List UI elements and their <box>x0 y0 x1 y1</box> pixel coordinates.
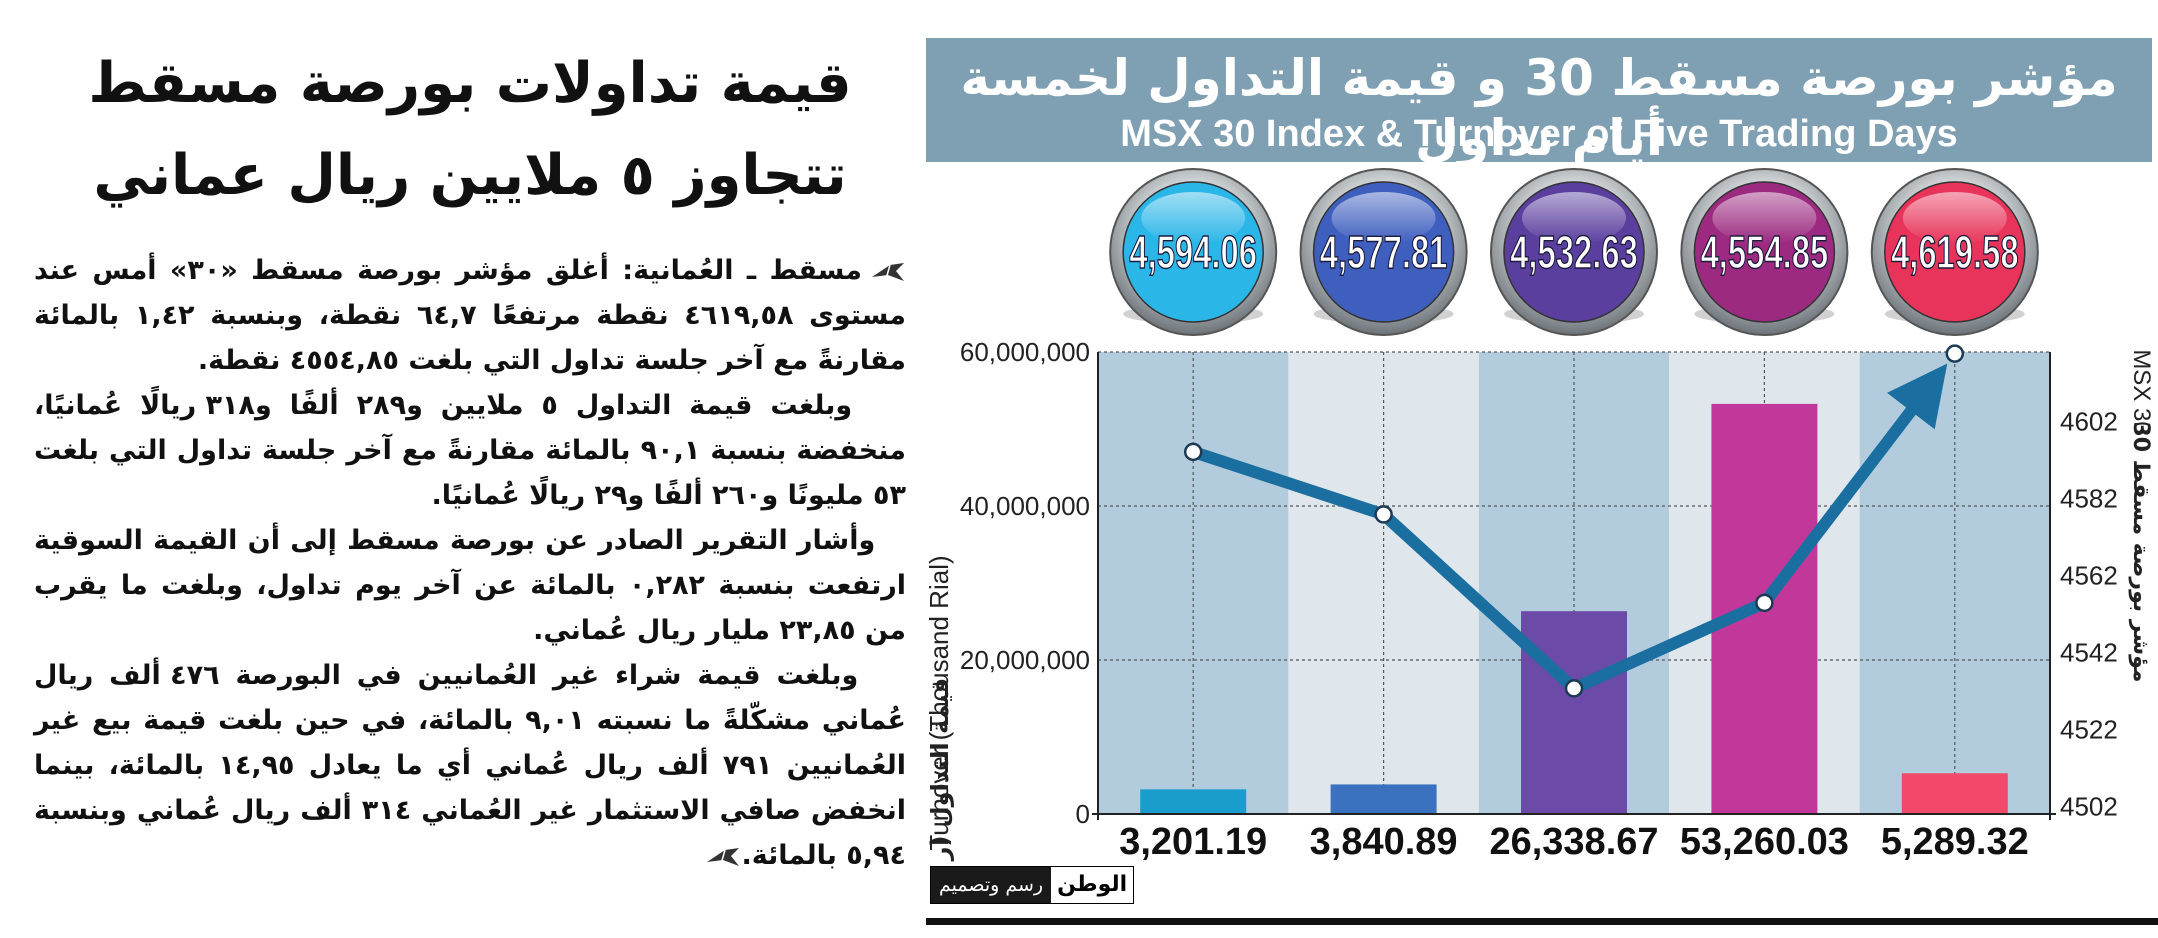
index-value-label: 4,619.58 <box>1891 228 2019 279</box>
y-axis-title-ar: قيمة التداول (ريال) <box>926 678 954 862</box>
index-point <box>1183 442 1203 462</box>
y-tick-label: 40,000,000 <box>960 491 1090 521</box>
turnover-bar <box>1901 773 2008 814</box>
paragraph-text: وبلغت قيمة التداول ٥ ملايين و٢٨٩ ألفًا و… <box>34 390 906 511</box>
y2-tick-label: 4582 <box>2060 483 2118 513</box>
turnover-value-label: 3,840.89 <box>1310 821 1458 862</box>
index-line <box>1187 445 1771 695</box>
turnover-value-label: 5,289.32 <box>1881 821 2029 862</box>
badge-shine <box>1141 192 1246 244</box>
index-point <box>1945 344 1965 363</box>
index-value-label: 4,554.85 <box>1701 228 1829 279</box>
chart: 4,594.06 4,577.81 4,532.63 4,554.85 4,619.58… <box>926 168 2155 862</box>
y-tick-label: 60,000,000 <box>960 337 1090 367</box>
index-point <box>1374 505 1393 524</box>
y-axis-title: Turnover (Thousand Rial) <box>926 555 954 850</box>
article-paragraph: وأشار التقرير الصادر عن بورصة مسقط إلى أ… <box>34 518 906 653</box>
badge-shine <box>1712 192 1817 244</box>
index-value-label: 4,577.81 <box>1320 228 1448 279</box>
index-value-label: 4,594.06 <box>1129 228 1257 279</box>
y2-tick-label: 4522 <box>2060 714 2118 744</box>
y-tick-label: 0 <box>1076 799 1090 829</box>
article-paragraph: مسقط ـ العُمانية: أغلق مؤشر بورصة مسقط «… <box>34 248 906 383</box>
y2-axis-title: MSX 30 <box>2128 349 2155 434</box>
publisher-name: الوطن <box>1051 867 1134 903</box>
chart-title-banner: مؤشر بورصة مسقط 30 و قيمة التداول لخمسة … <box>926 38 2152 167</box>
turnover-value-label: 53,260.03 <box>1680 821 1849 862</box>
turnover-value-label: 3,201.19 <box>1119 821 1267 862</box>
bird-icon <box>872 262 904 281</box>
article-paragraph: وبلغت قيمة التداول ٥ ملايين و٢٨٩ ألفًا و… <box>34 383 906 518</box>
article-paragraph: وبلغت قيمة شراء غير العُمانيين في البورص… <box>34 653 906 878</box>
headline-line-1: قيمة تداولات بورصة مسقط <box>88 51 852 116</box>
y2-tick-label: 4502 <box>2060 791 2118 821</box>
article-body: مسقط ـ العُمانية: أغلق مؤشر بورصة مسقط «… <box>30 248 910 878</box>
y2-axis-title-ar: مؤشر بورصة مسقط 30 <box>2128 421 2153 682</box>
turnover-bar <box>1140 789 1247 814</box>
paragraph-text: وأشار التقرير الصادر عن بورصة مسقط إلى أ… <box>34 525 906 646</box>
headline-line-2: تتجاوز ٥ ملايين ريال عماني <box>93 143 847 208</box>
bird-icon <box>707 847 740 866</box>
index-arrow <box>1758 363 1948 609</box>
badge-shine <box>1331 192 1436 244</box>
article: قيمة تداولات بورصة مسقط تتجاوز ٥ ملايين … <box>30 30 910 930</box>
turnover-value-label: 26,338.67 <box>1489 821 1658 862</box>
y2-tick-label: 4542 <box>2060 637 2118 667</box>
y-tick-label: 20,000,000 <box>960 645 1090 675</box>
index-value-label: 4,532.63 <box>1510 228 1638 279</box>
y2-tick-label: 4602 <box>2060 406 2118 436</box>
chart-subtitle: MSX 30 Index & Turnover of Five Trading … <box>1120 113 1958 155</box>
paragraph-text: مسقط ـ العُمانية: أغلق مؤشر بورصة مسقط «… <box>34 255 906 376</box>
index-point <box>1755 593 1774 613</box>
publisher-logo: رسم وتصميم الوطن <box>930 866 1135 904</box>
index-point <box>1564 679 1584 698</box>
chart-title: مؤشر بورصة مسقط 30 و قيمة التداول لخمسة … <box>960 49 2118 167</box>
turnover-bar <box>1330 784 1437 814</box>
design-credit: رسم وتصميم <box>939 874 1044 896</box>
bottom-rule <box>926 918 2158 925</box>
turnover-bar <box>1521 611 1627 814</box>
badge-shine <box>1522 192 1626 244</box>
paragraph-text: وبلغت قيمة شراء غير العُمانيين في البورص… <box>34 660 906 871</box>
badge-shine <box>1902 192 2007 244</box>
y2-tick-label: 4562 <box>2060 560 2118 590</box>
